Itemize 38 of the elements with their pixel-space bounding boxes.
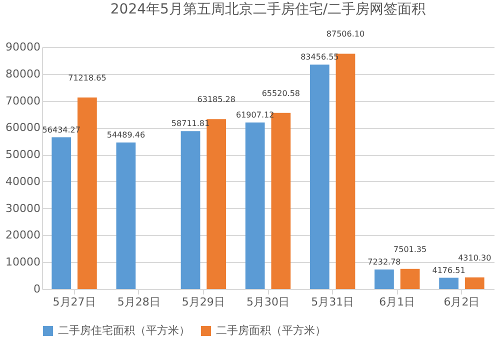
legend-label: 二手房住宅面积（平方米）: [58, 324, 190, 337]
data-label: 87506.10: [326, 30, 365, 39]
y-tick-label: 10000: [6, 256, 40, 269]
y-tick-label: 20000: [6, 228, 40, 242]
bar: [310, 64, 330, 289]
data-label: 65520.58: [262, 88, 300, 98]
bar: [464, 277, 484, 289]
x-tick-label: 5月27日: [52, 296, 96, 308]
y-tick-label: 90000: [6, 40, 40, 54]
legend-label: 二手房面积（平方米）: [216, 324, 326, 337]
x-tick-label: 5月30日: [246, 296, 290, 308]
data-label: 7232.78: [368, 258, 401, 267]
bar: [439, 278, 458, 289]
x-tick-label: 5月29日: [182, 296, 225, 308]
y-tick-label: 60000: [6, 121, 40, 134]
x-tick-label: 6月1日: [379, 296, 416, 308]
x-tick-label: 5月31日: [311, 296, 354, 308]
y-tick-label: 50000: [6, 148, 40, 162]
x-tick-label: 6月2日: [444, 296, 480, 308]
bar: [116, 142, 136, 289]
y-tick-label: 0: [34, 282, 40, 296]
data-label: 7501.35: [394, 244, 427, 254]
bar: [245, 122, 265, 289]
data-label: 54489.46: [106, 130, 146, 140]
data-label: 63185.28: [197, 95, 236, 104]
y-tick-label: 30000: [6, 202, 40, 215]
y-tick-label: 80000: [6, 67, 40, 80]
y-tick-label: 70000: [6, 94, 40, 108]
chart-title: 2024年5月第五周北京二手房住宅/二手房网签面积: [110, 2, 426, 18]
x-tick-label: 5月28日: [117, 296, 160, 308]
data-label: 71218.65: [68, 74, 106, 82]
y-tick-label: 40000: [6, 174, 40, 188]
bar: [374, 270, 394, 289]
data-label: 4176.51: [432, 266, 466, 275]
bar: [400, 268, 420, 289]
bar: [180, 131, 200, 289]
bar: [52, 137, 72, 289]
data-label: 4310.30: [458, 253, 492, 262]
